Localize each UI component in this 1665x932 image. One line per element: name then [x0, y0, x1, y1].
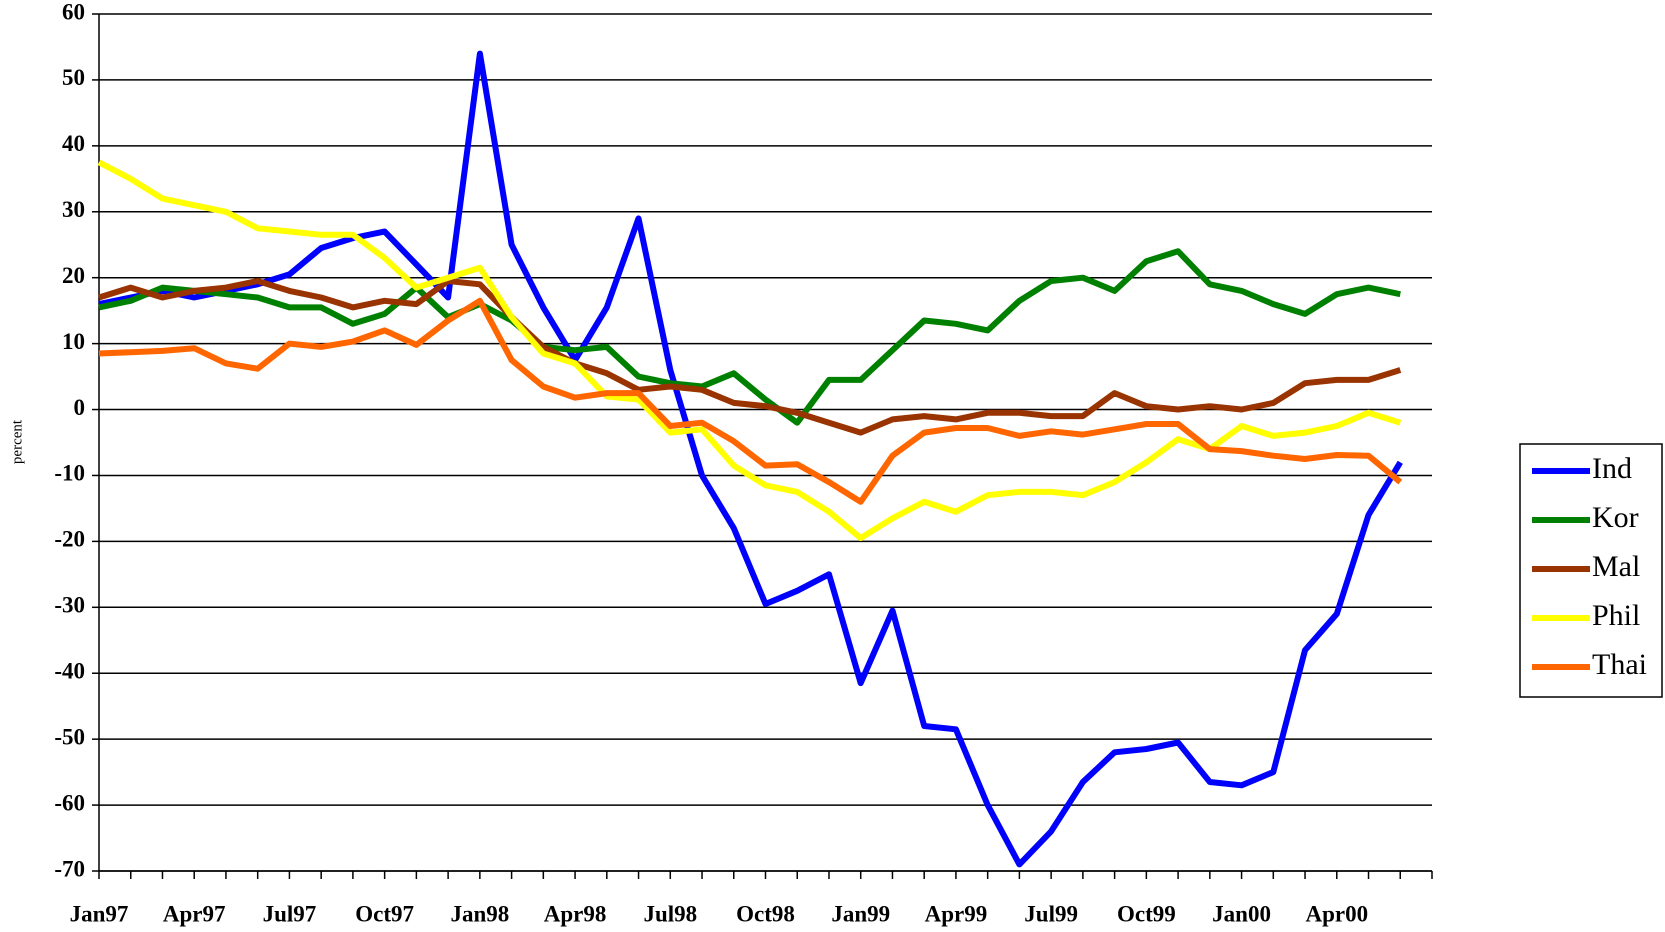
x-tick-label: Jan99	[831, 901, 890, 926]
series-line	[97, 159, 1402, 542]
x-tick-label: Apr99	[925, 901, 988, 926]
y-tick-label: -50	[54, 724, 85, 749]
y-tick-label: -60	[54, 790, 85, 815]
y-tick-label: 50	[62, 65, 85, 90]
y-tick-label: 0	[74, 395, 86, 420]
y-tick-label: 10	[62, 329, 85, 354]
x-tick-label: Oct99	[1117, 901, 1176, 926]
x-tick-label: Jan98	[450, 901, 509, 926]
x-tick-label: Jul99	[1024, 901, 1078, 926]
legend-label: Ind	[1592, 452, 1632, 485]
series-line	[98, 278, 1402, 436]
series-line	[98, 248, 1401, 426]
series-line	[98, 50, 1403, 868]
x-tick-label: Jan00	[1212, 901, 1271, 926]
x-tick-label: Oct98	[736, 901, 795, 926]
y-tick-label: -20	[54, 527, 85, 552]
x-tick-label: Jul97	[263, 901, 317, 926]
x-tick-label: Apr98	[544, 901, 607, 926]
x-tick-label: Jul98	[643, 901, 697, 926]
y-tick-label: 30	[62, 197, 85, 222]
y-tick-label: -30	[54, 593, 85, 618]
legend-label: Kor	[1592, 501, 1639, 534]
y-tick-label: 60	[62, 0, 85, 24]
legend-label: Mal	[1592, 550, 1640, 583]
y-tick-label: -10	[54, 461, 85, 486]
legend-label: Thai	[1592, 648, 1647, 681]
x-tick-label: Oct97	[355, 901, 414, 926]
y-axis-label: percent	[9, 419, 25, 464]
legend-label: Phil	[1592, 599, 1640, 632]
x-tick-label: Jan97	[70, 901, 129, 926]
y-tick-label: 20	[62, 263, 85, 288]
x-tick-label: Apr00	[1305, 901, 1368, 926]
series-line	[98, 297, 1403, 505]
x-tick-label: Apr97	[163, 901, 226, 926]
y-tick-label: -70	[54, 856, 85, 881]
y-tick-label: -40	[54, 659, 85, 684]
y-tick-label: 40	[62, 131, 85, 156]
